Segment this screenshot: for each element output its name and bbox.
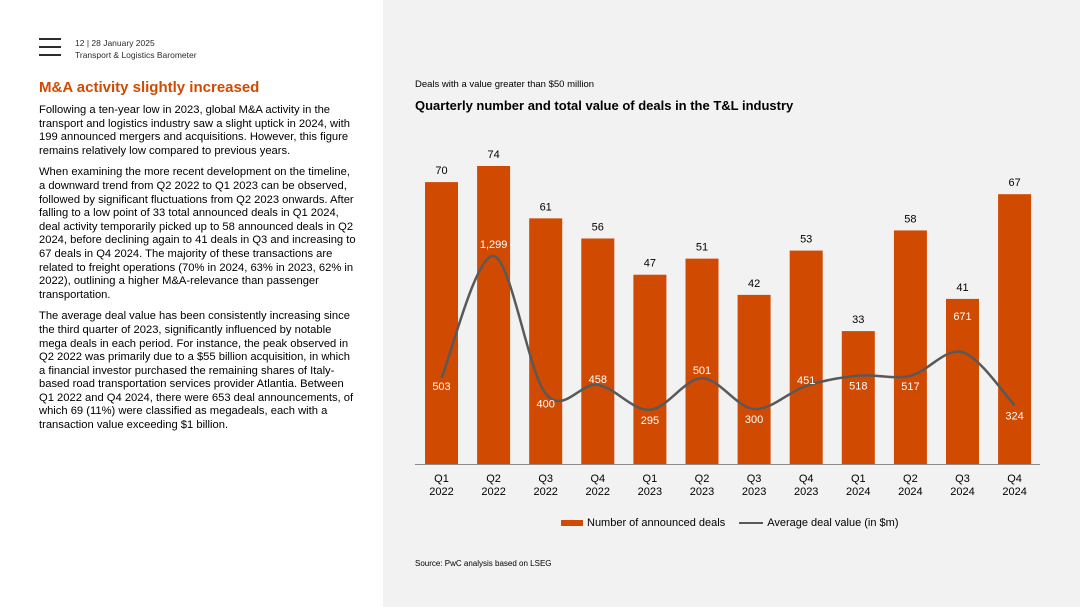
- x-tick-label: 2023: [690, 486, 714, 498]
- chart-source: Source: PwC analysis based on LSEG: [415, 559, 552, 568]
- x-tick-label: Q3: [955, 473, 970, 485]
- bar: [841, 331, 875, 464]
- x-tick-label: Q2: [695, 473, 710, 485]
- article-title: M&A activity slightly increased: [39, 79, 260, 96]
- bar: [633, 274, 667, 464]
- line-value-label: 300: [745, 414, 763, 426]
- x-tick-label: 2024: [1002, 486, 1026, 498]
- bar: [789, 250, 823, 464]
- legend-bar-swatch: [561, 520, 583, 526]
- menu-icon[interactable]: [39, 38, 61, 56]
- bar-value-label: 41: [956, 282, 968, 294]
- line-value-label: 458: [589, 374, 607, 386]
- x-tick-label: Q1: [434, 473, 449, 485]
- x-tick-label: Q3: [538, 473, 553, 485]
- x-tick-label: Q2: [903, 473, 918, 485]
- x-tick-label: Q4: [1007, 473, 1022, 485]
- chart-subtitle: Deals with a value greater than $50 mill…: [415, 79, 595, 90]
- chart-legend: Number of announced deals Average deal v…: [561, 517, 898, 529]
- article-body: Following a ten-year low in 2023, global…: [39, 104, 357, 441]
- x-tick-label: 2024: [950, 486, 974, 498]
- line-value-label: 501: [693, 365, 711, 377]
- chart-title: Quarterly number and total value of deal…: [415, 98, 794, 113]
- x-tick-label: Q4: [590, 473, 605, 485]
- text-panel: 12 | 28 January 2025 Transport & Logisti…: [0, 0, 383, 607]
- bar: [737, 294, 771, 464]
- bar: [998, 194, 1032, 464]
- bar: [893, 230, 927, 464]
- x-tick-label: Q1: [643, 473, 658, 485]
- line-value-label: 671: [953, 311, 971, 323]
- bar-value-label: 61: [540, 201, 552, 213]
- x-tick-label: 2024: [846, 486, 870, 498]
- bar-value-label: 56: [592, 221, 604, 233]
- x-tick-label: Q2: [486, 473, 501, 485]
- bar: [581, 238, 615, 464]
- bar-value-label: 51: [696, 242, 708, 254]
- x-tick-label: 2023: [742, 486, 766, 498]
- bar-value-label: 53: [800, 234, 812, 246]
- bar-value-label: 42: [748, 278, 760, 290]
- line-value-label: 324: [1005, 410, 1023, 422]
- line-value-label: 295: [641, 415, 659, 427]
- bar-value-label: 47: [644, 258, 656, 270]
- line-value-label: 1,299: [480, 239, 508, 251]
- line-value-label: 451: [797, 375, 815, 387]
- bar: [529, 218, 563, 464]
- line-value-label: 400: [537, 399, 555, 411]
- line-value-label: 517: [901, 381, 919, 393]
- x-tick-label: 2022: [481, 486, 505, 498]
- paragraph: When examining the more recent developme…: [39, 166, 356, 301]
- x-tick-label: Q3: [747, 473, 762, 485]
- doc-title: Transport & Logistics Barometer: [75, 50, 197, 60]
- x-tick-label: Q4: [799, 473, 814, 485]
- bar: [477, 166, 511, 464]
- legend-line-swatch: [739, 522, 764, 524]
- x-tick-label: 2022: [533, 486, 557, 498]
- bar: [685, 258, 719, 464]
- page-header: 12 | 28 January 2025 Transport & Logisti…: [75, 37, 197, 61]
- bar-value-label: 70: [435, 165, 447, 177]
- x-tick-label: 2023: [638, 486, 662, 498]
- legend-label: Average deal value (in $m): [767, 517, 899, 529]
- average-value-line: [440, 254, 1016, 412]
- line-value-label: 518: [849, 381, 867, 393]
- x-tick-label: 2024: [898, 486, 922, 498]
- legend-item-value: Average deal value (in $m): [739, 517, 898, 529]
- bar: [425, 182, 458, 465]
- x-tick-label: 2023: [794, 486, 818, 498]
- paragraph: Following a ten-year low in 2023, global…: [39, 104, 350, 157]
- line-value-label: 503: [432, 381, 450, 393]
- x-tick-label: Q1: [851, 473, 866, 485]
- bar-value-label: 74: [487, 149, 499, 161]
- legend-item-deals: Number of announced deals: [561, 517, 725, 529]
- legend-label: Number of announced deals: [587, 517, 726, 529]
- x-tick-label: 2022: [586, 486, 610, 498]
- bar-value-label: 33: [852, 314, 864, 326]
- bar-value-label: 58: [904, 213, 916, 225]
- page-info: 12 | 28 January 2025: [75, 38, 155, 48]
- bar: [946, 298, 979, 464]
- bar-value-label: 67: [1008, 177, 1020, 189]
- x-tick-label: 2022: [429, 486, 453, 498]
- paragraph: The average deal value has been consiste…: [39, 310, 354, 432]
